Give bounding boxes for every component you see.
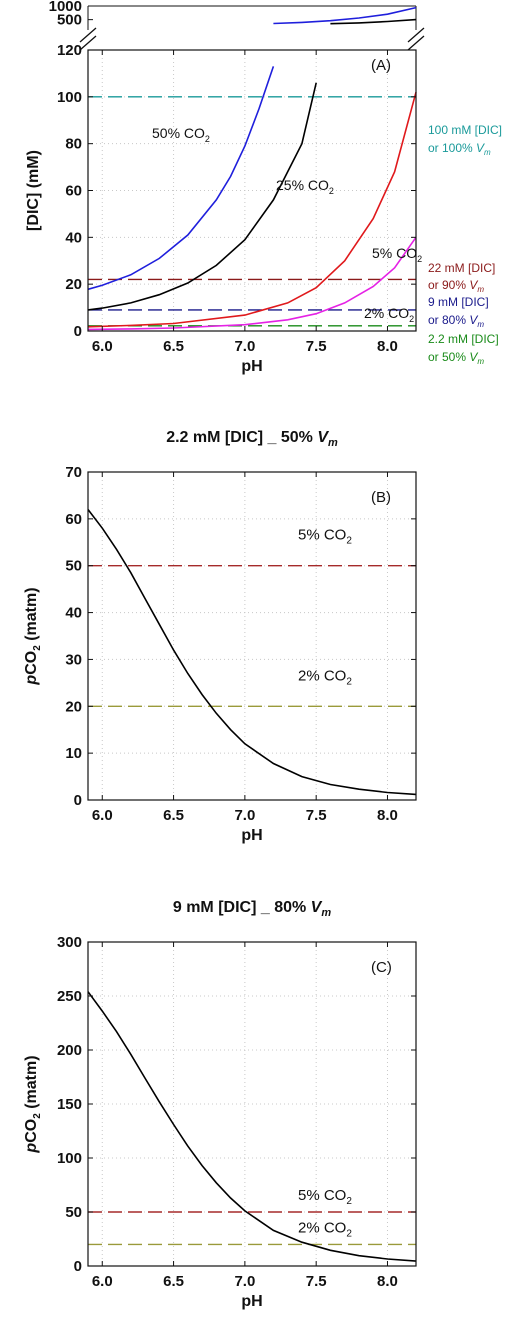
y-axis-label: [DIC] (mM)	[25, 150, 42, 231]
y-tick-label: 30	[65, 651, 82, 668]
panel-title: 2.2 mM [DIC] _ 50% Vm	[166, 429, 338, 449]
y-tick-label: 20	[65, 698, 82, 715]
x-tick-label: 7.5	[306, 1273, 327, 1290]
reference-label: or 80% Vm	[428, 313, 484, 329]
x-tick-label: 7.0	[234, 338, 255, 355]
y-tick-label-upper: 500	[57, 12, 82, 29]
x-tick-label: 7.0	[234, 807, 255, 824]
y-tick-label: 50	[65, 558, 82, 575]
reference-label: or 50% Vm	[428, 350, 484, 366]
x-tick-label: 8.0	[377, 807, 398, 824]
x-axis-label: pH	[241, 358, 262, 375]
y-tick-label: 10	[65, 745, 82, 762]
series-line	[87, 82, 317, 311]
series-line	[87, 91, 417, 328]
series-label: 50% CO2	[152, 125, 210, 144]
series-label: 5% CO2	[372, 245, 422, 264]
x-tick-label: 6.5	[163, 807, 184, 824]
panel-b: 6.0 6.5 7.0 7.5 8.0 0 10 20 30 40 50 60 70 pH (B) 2.2 m…	[23, 429, 417, 844]
panel-c: 6.0 6.5 7.0 7.5 8.0 0 50 100 150 200 250 300 pH (C) 9 …	[23, 899, 417, 1310]
plot-frame	[87, 471, 417, 801]
y-axis-label: pCO2 (matm)	[23, 587, 43, 685]
x-axis-label: pH	[241, 827, 262, 844]
reference-label: 2% CO2	[298, 667, 352, 687]
x-tick-label: 8.0	[377, 338, 398, 355]
panel-title: 9 mM [DIC] _ 80% Vm	[173, 899, 331, 919]
panel-label: (C)	[371, 959, 392, 976]
x-tick-label: 6.0	[92, 807, 113, 824]
reference-label: 22 mM [DIC]	[428, 261, 495, 275]
y-tick-label: 120	[57, 42, 82, 59]
axis-break-left	[79, 27, 97, 51]
y-tick-label: 70	[65, 464, 82, 481]
x-tick-label: 7.5	[306, 338, 327, 355]
y-tick-label: 40	[65, 605, 82, 622]
series-line	[87, 991, 417, 1262]
x-tick-label: 7.5	[306, 807, 327, 824]
series-line-upper	[273, 6, 417, 25]
x-axis-label: pH	[241, 1293, 262, 1310]
reference-label: or 100% Vm	[428, 141, 491, 157]
reference-label: or 90% Vm	[428, 278, 484, 294]
y-tick-label: 60	[65, 183, 82, 200]
reference-label: 5% CO2	[298, 1187, 352, 1207]
x-tick-label: 6.5	[163, 1273, 184, 1290]
y-tick-label-upper: 1000	[49, 0, 82, 15]
y-axis-label: pCO2 (matm)	[23, 1055, 43, 1153]
x-tick-label: 8.0	[377, 1273, 398, 1290]
y-tick-label: 50	[65, 1204, 82, 1221]
y-tick-label: 100	[57, 89, 82, 106]
panel-a: 6.0 6.5 7.0 7.5 8.0 0 20 40 60 80 100 120 pH (A) [DIC]…	[25, 0, 502, 375]
y-tick-label: 150	[57, 1096, 82, 1113]
series-label: 25% CO2	[276, 177, 334, 196]
reference-label: 5% CO2	[298, 527, 352, 547]
y-tick-label: 0	[74, 1258, 82, 1275]
series-line	[87, 66, 275, 291]
y-tick-label: 40	[65, 229, 82, 246]
panel-label: (A)	[371, 57, 391, 74]
series-line-upper	[330, 18, 417, 25]
y-tick-label: 80	[65, 136, 82, 153]
y-tick-label: 20	[65, 276, 82, 293]
reference-label: 2.2 mM [DIC]	[428, 332, 499, 346]
y-tick-label: 300	[57, 934, 82, 951]
y-tick-label: 200	[57, 1042, 82, 1059]
panel-label: (B)	[371, 489, 391, 506]
y-tick-label: 60	[65, 511, 82, 528]
y-tick-label: 100	[57, 1150, 82, 1167]
x-tick-label: 6.0	[92, 338, 113, 355]
series-line	[87, 236, 417, 331]
reference-label: 2% CO2	[298, 1219, 352, 1239]
series-line	[87, 509, 417, 796]
axis-break-right	[407, 27, 425, 51]
series-label: 2% CO2	[364, 305, 414, 324]
x-tick-label: 6.0	[92, 1273, 113, 1290]
y-tick-label: 250	[57, 988, 82, 1005]
y-tick-label: 0	[74, 323, 82, 340]
x-tick-label: 6.5	[163, 338, 184, 355]
reference-label: 100 mM [DIC]	[428, 123, 502, 137]
y-tick-label: 0	[74, 792, 82, 809]
reference-label: 9 mM [DIC]	[428, 295, 489, 309]
x-tick-label: 7.0	[234, 1273, 255, 1290]
